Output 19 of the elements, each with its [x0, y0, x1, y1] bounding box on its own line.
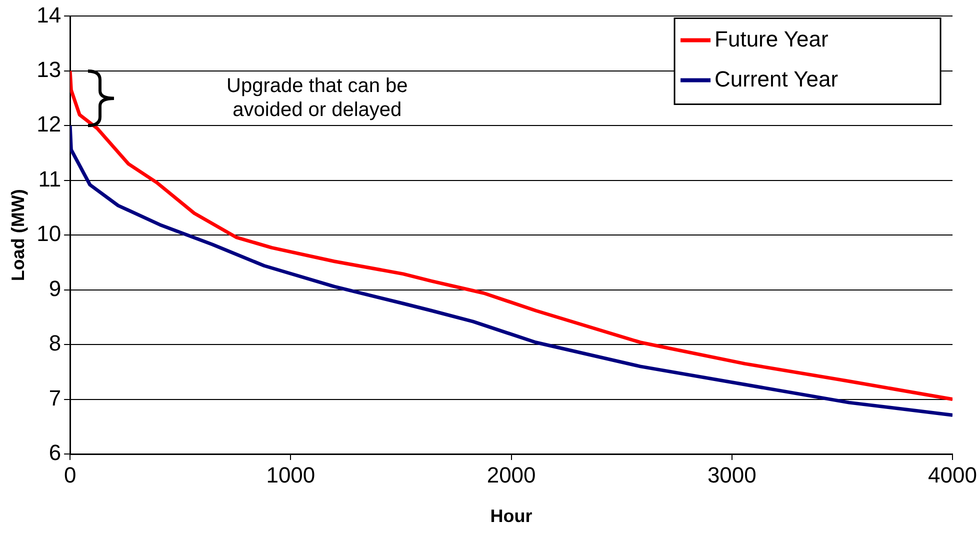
- y-tick-label: 8: [48, 330, 62, 356]
- y-tick-label: 7: [48, 385, 62, 410]
- x-tick-label: 0: [64, 462, 76, 488]
- y-tick-label: 14: [36, 2, 62, 28]
- legend-label: Future Year: [714, 26, 828, 52]
- y-axis-title: Load (MW): [8, 189, 28, 282]
- legend-label: Current Year: [714, 66, 838, 92]
- annotation: Upgrade that can be avoided or delayed: [226, 74, 408, 121]
- x-tick-label: 3000: [707, 462, 756, 488]
- y-tick-label: 11: [38, 166, 62, 192]
- y-tick-label: 6: [48, 440, 62, 466]
- y-tick-label: 12: [36, 112, 62, 137]
- y-tick-label: 9: [48, 276, 62, 301]
- x-tick-label: 2000: [486, 462, 536, 488]
- x-tick-label: 4000: [928, 462, 978, 488]
- y-tick-label: 10: [36, 221, 62, 246]
- y-tick-label: 13: [36, 56, 62, 82]
- x-axis-title: Hour: [490, 506, 532, 526]
- x-tick-label: 1000: [266, 462, 316, 488]
